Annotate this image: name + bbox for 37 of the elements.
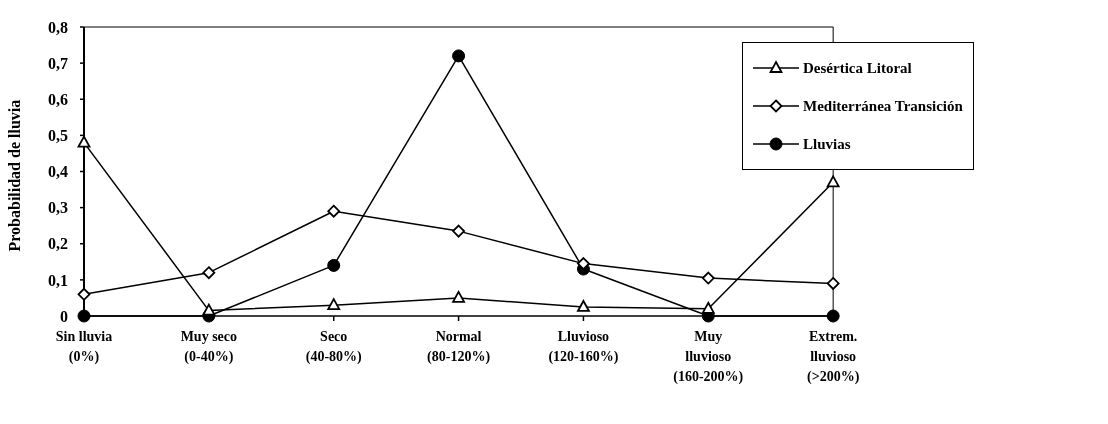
point	[701, 271, 715, 285]
point	[701, 301, 715, 314]
x-tick-label: Muy lluvioso (160-200%)	[673, 329, 744, 385]
point	[327, 298, 341, 311]
point	[77, 135, 91, 148]
y-tick-label: 0,7	[48, 54, 68, 72]
y-tick-label: 0,8	[48, 18, 68, 36]
y-tick-label: 0,6	[48, 90, 68, 108]
x-tick-label: Lluvioso (120-160%)	[548, 329, 619, 365]
point	[577, 300, 590, 312]
x-tick-label: Seco (40-80%)	[305, 329, 363, 365]
legend-label: Desértica Litoral	[803, 59, 912, 77]
point	[452, 291, 465, 303]
point	[826, 277, 840, 290]
legend-label: Mediterránea Transición	[803, 97, 963, 115]
y-tick-label: 0	[60, 307, 68, 325]
point	[327, 204, 341, 218]
legend-label: Lluvias	[803, 135, 851, 153]
y-tick-label: 0,4	[48, 163, 68, 181]
point	[826, 309, 840, 323]
point	[826, 175, 840, 188]
point	[77, 287, 91, 301]
point	[202, 266, 216, 280]
x-tick-label: Normal (80-120%)	[427, 329, 491, 365]
y-tick-label: 0,1	[48, 271, 68, 289]
x-tick-label: Extrem. lluvioso (>200%)	[807, 329, 860, 385]
point	[327, 258, 341, 272]
y-tick-label: 0,2	[48, 235, 68, 253]
y-tick-label: 0,5	[48, 127, 68, 145]
point	[452, 49, 466, 63]
point	[452, 224, 465, 238]
y-tick-label: 0,3	[48, 199, 68, 217]
point	[77, 309, 91, 323]
x-tick-label: Muy seco (0-40%)	[180, 329, 238, 365]
x-tick-label: Sin lluvia (0%)	[55, 329, 113, 365]
y-axis-title: Probabilidad de lluvia	[5, 99, 23, 252]
point	[202, 303, 216, 316]
